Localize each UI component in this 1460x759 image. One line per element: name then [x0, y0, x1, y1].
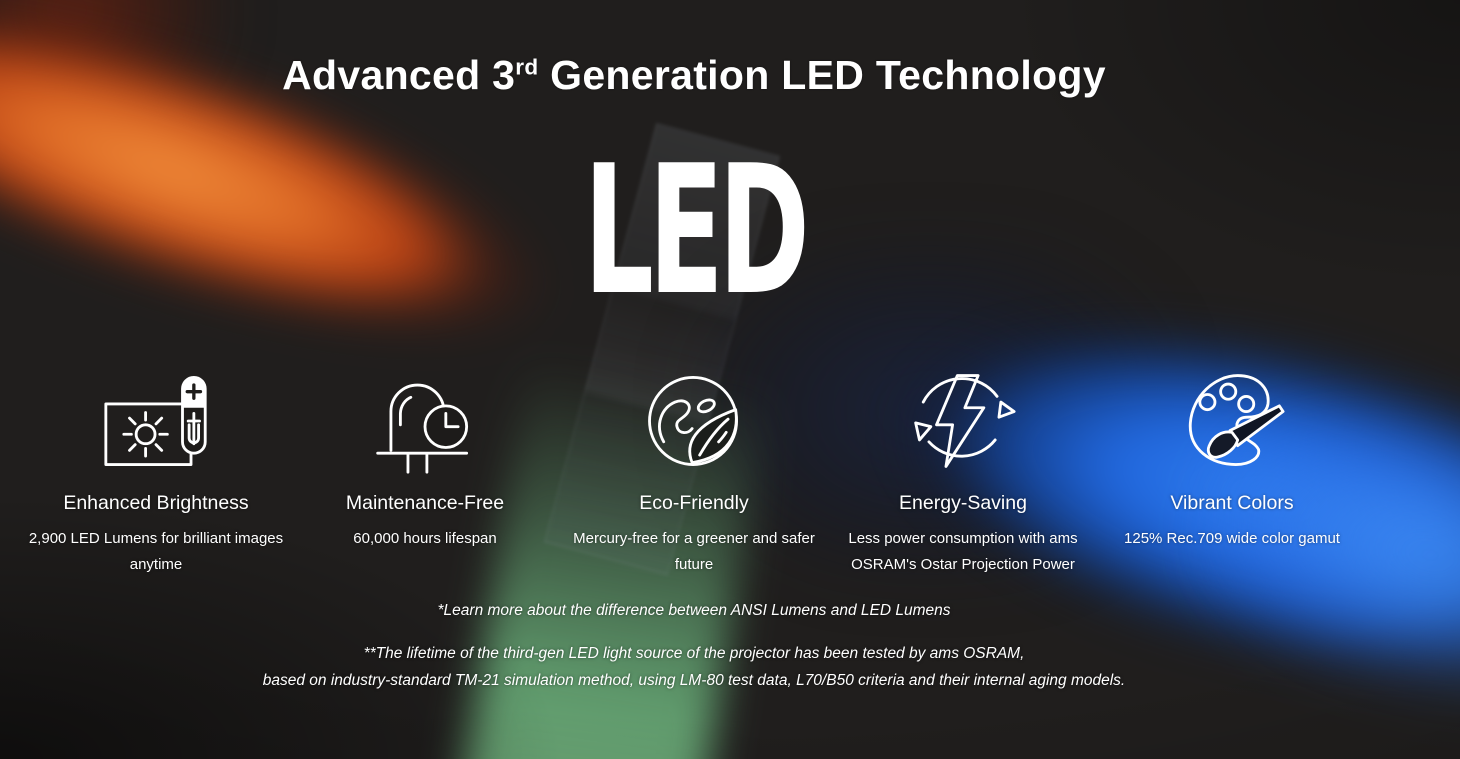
led-wordmark-wrap: LED [0, 142, 1388, 320]
feature-title: Energy-Saving [899, 492, 1027, 514]
feature-eco-friendly: Eco-Friendly Mercury-free for a greener … [560, 368, 829, 578]
feature-title: Maintenance-Free [345, 492, 505, 514]
title-superscript: rd [515, 54, 539, 80]
palette-brush-icon [1188, 374, 1285, 466]
feature-enhanced-brightness: Enhanced Brightness 2,900 LED Lumens for… [22, 368, 291, 578]
feature-description: 2,900 LED Lumens for brilliant images an… [28, 530, 284, 573]
feature-title: Enhanced Brightness [63, 492, 249, 514]
lightning-cycle-icon [914, 374, 1016, 468]
feature-description: 125% Rec.709 wide color gamut [1124, 530, 1340, 547]
globe-leaf-icon [648, 376, 739, 466]
page-title: Advanced 3rd Generation LED Technology [0, 51, 1388, 100]
title-prefix: Advanced 3 [282, 52, 516, 99]
led-bulb-clock-icon [376, 383, 469, 474]
feature-energy-saving: Energy-Saving Less power consumption wit… [829, 368, 1098, 578]
feature-maintenance-free: Maintenance-Free 60,000 hours lifespan [291, 368, 560, 578]
feature-description: Mercury-free for a greener and safer fut… [573, 530, 815, 573]
feature-row: Enhanced Brightness 2,900 LED Lumens for… [0, 368, 1388, 578]
feature-description: 60,000 hours lifespan [353, 530, 497, 547]
footnote-ansi-lumens: *Learn more about the difference between… [437, 602, 951, 619]
title-suffix: Generation LED Technology [538, 52, 1106, 99]
feature-title: Vibrant Colors [1170, 492, 1294, 514]
brightness-screen-icon [104, 376, 207, 466]
footnotes: *Learn more about the difference between… [0, 597, 1388, 694]
feature-vibrant-colors: Vibrant Colors 125% Rec.709 wide color g… [1098, 368, 1367, 578]
feature-title: Eco-Friendly [639, 492, 749, 514]
led-logo: LED [583, 127, 810, 334]
feature-description: Less power consumption with ams OSRAM's … [848, 530, 1078, 573]
footnote-lifetime-testing: **The lifetime of the third-gen LED ligh… [262, 645, 1126, 689]
